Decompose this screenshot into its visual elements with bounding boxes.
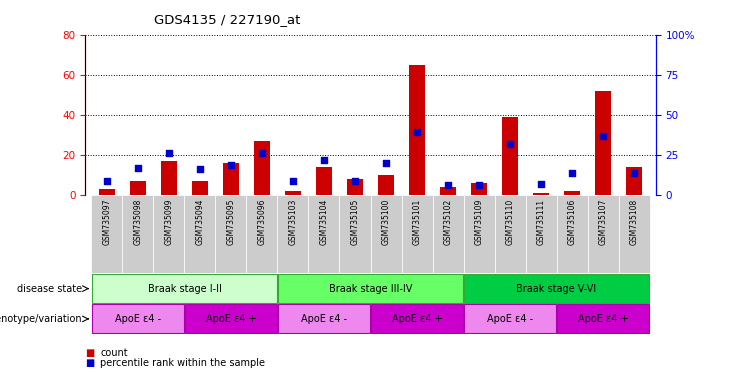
Text: GSM735102: GSM735102 [444, 199, 453, 245]
Bar [278, 305, 370, 333]
Bar [339, 195, 370, 273]
Text: GDS4135 / 227190_at: GDS4135 / 227190_at [153, 13, 300, 26]
Bar [534, 193, 549, 195]
Point [287, 177, 299, 184]
Bar [471, 183, 487, 195]
Text: GSM735107: GSM735107 [599, 199, 608, 245]
Point [101, 177, 113, 184]
Bar [92, 274, 277, 303]
Bar [185, 305, 277, 333]
Text: GSM735108: GSM735108 [630, 199, 639, 245]
Bar [556, 195, 588, 273]
Text: genotype/variation: genotype/variation [0, 314, 82, 324]
Bar [316, 167, 332, 195]
Text: GSM735099: GSM735099 [165, 199, 173, 245]
Bar [254, 141, 270, 195]
Text: GSM735111: GSM735111 [536, 199, 545, 245]
Bar [525, 195, 556, 273]
Text: Braak stage V-VI: Braak stage V-VI [516, 284, 597, 294]
Bar [464, 274, 649, 303]
Text: ApoE ε4 -: ApoE ε4 - [301, 314, 347, 324]
Bar [619, 195, 650, 273]
Text: GSM735103: GSM735103 [288, 199, 297, 245]
Text: ApoE ε4 -: ApoE ε4 - [115, 314, 161, 324]
Bar [278, 274, 463, 303]
Point [163, 150, 175, 156]
Bar [122, 195, 153, 273]
Point [132, 165, 144, 171]
Bar [433, 195, 464, 273]
Bar [192, 181, 207, 195]
Bar [502, 117, 518, 195]
Bar [626, 167, 642, 195]
Bar [402, 195, 433, 273]
Text: GSM735110: GSM735110 [505, 199, 514, 245]
Text: GSM735106: GSM735106 [568, 199, 576, 245]
Text: GSM735104: GSM735104 [319, 199, 328, 245]
Bar [91, 195, 122, 273]
Point [225, 161, 237, 167]
Point [628, 169, 640, 175]
Bar [247, 195, 277, 273]
Bar [216, 195, 247, 273]
Text: ApoE ε4 -: ApoE ε4 - [487, 314, 533, 324]
Bar [565, 191, 579, 195]
Text: GSM735097: GSM735097 [102, 199, 111, 245]
Bar [348, 179, 363, 195]
Bar [285, 191, 301, 195]
Text: ■: ■ [85, 358, 94, 368]
Point [442, 182, 454, 189]
Point [535, 181, 547, 187]
Bar [185, 195, 216, 273]
Bar [464, 195, 494, 273]
Text: ApoE ε4 +: ApoE ε4 + [206, 314, 256, 324]
Point [256, 150, 268, 156]
Text: Braak stage I-II: Braak stage I-II [147, 284, 222, 294]
Bar [308, 195, 339, 273]
Text: GSM735095: GSM735095 [227, 199, 236, 245]
Point [473, 182, 485, 189]
Bar [588, 195, 619, 273]
Bar [99, 189, 115, 195]
Text: GSM735101: GSM735101 [413, 199, 422, 245]
Bar [130, 181, 146, 195]
Bar [162, 161, 176, 195]
Bar [371, 305, 463, 333]
Text: count: count [100, 348, 127, 358]
Bar [223, 163, 239, 195]
Text: GSM735098: GSM735098 [133, 199, 142, 245]
Point [411, 129, 423, 136]
Bar [494, 195, 525, 273]
Point [194, 166, 206, 172]
Text: Braak stage III-IV: Braak stage III-IV [329, 284, 412, 294]
Bar [464, 305, 556, 333]
Point [349, 177, 361, 184]
Point [504, 141, 516, 147]
Text: ■: ■ [85, 348, 94, 358]
Text: GSM735100: GSM735100 [382, 199, 391, 245]
Point [380, 160, 392, 166]
Text: ApoE ε4 +: ApoE ε4 + [578, 314, 628, 324]
Point [318, 157, 330, 163]
Bar [595, 91, 611, 195]
Bar [153, 195, 185, 273]
Text: GSM735094: GSM735094 [196, 199, 205, 245]
Text: disease state: disease state [17, 284, 82, 294]
Text: GSM735096: GSM735096 [257, 199, 267, 245]
Text: GSM735105: GSM735105 [350, 199, 359, 245]
Bar [378, 175, 393, 195]
Text: ApoE ε4 +: ApoE ε4 + [392, 314, 442, 324]
Bar [409, 65, 425, 195]
Point [566, 169, 578, 175]
Point [597, 132, 609, 139]
Text: GSM735109: GSM735109 [474, 199, 484, 245]
Text: percentile rank within the sample: percentile rank within the sample [100, 358, 265, 368]
Bar [557, 305, 649, 333]
Bar [370, 195, 402, 273]
Bar [440, 187, 456, 195]
Bar [92, 305, 184, 333]
Bar [277, 195, 308, 273]
